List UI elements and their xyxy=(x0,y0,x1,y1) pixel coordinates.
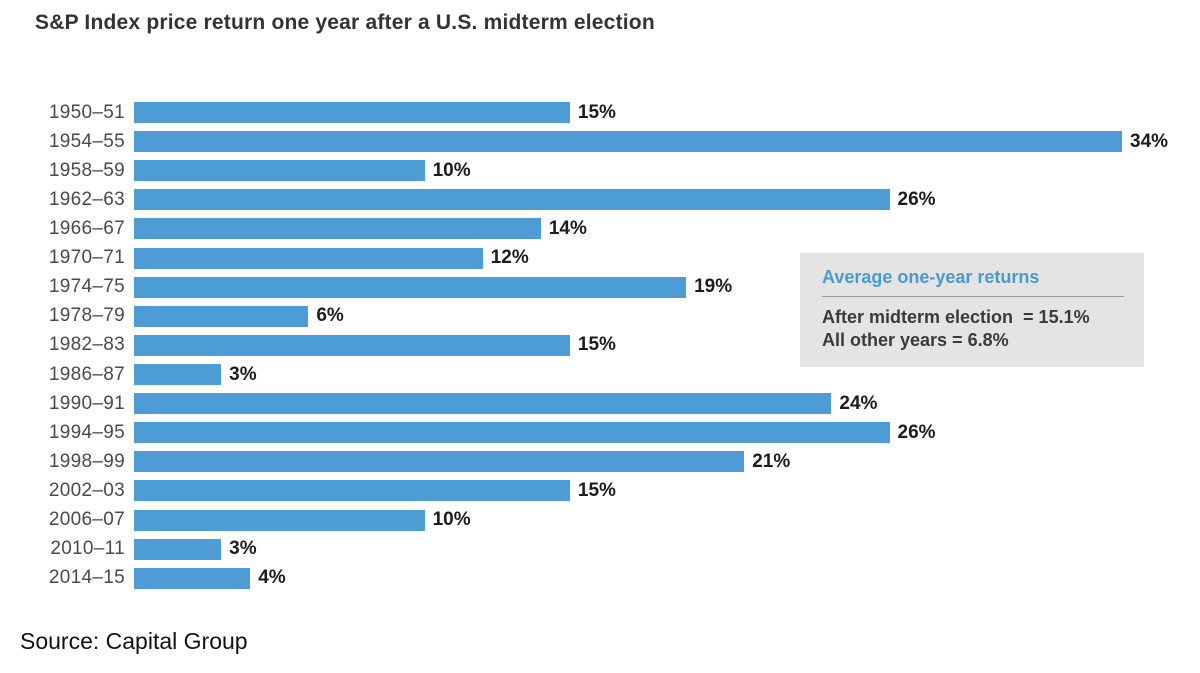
year-label: 1986–87 xyxy=(48,363,125,385)
callout-title: Average one-year returns xyxy=(822,267,1040,287)
chart-row: 2002–03 15% xyxy=(20,476,1184,505)
bar-track: 10% xyxy=(134,156,1184,185)
callout-line-other-years: All other years = 6.8% xyxy=(822,330,1009,351)
value-label: 34% xyxy=(1130,130,1169,152)
bar-track: 24% xyxy=(134,389,1184,418)
bar-track: 3% xyxy=(134,360,1184,389)
chart-row: 1970–71 12% xyxy=(20,244,1184,273)
bar xyxy=(134,538,222,560)
bar xyxy=(134,509,425,531)
value-label: 26% xyxy=(897,421,936,443)
chart-row: 1974–75 19% xyxy=(20,273,1184,302)
bar xyxy=(134,451,745,473)
bar xyxy=(134,480,570,502)
bar-chart: 1950–51 15% 1954–55 34% 1958–59 10% 1962–63 26%… xyxy=(20,98,1184,593)
value-label: 3% xyxy=(229,363,257,385)
bar xyxy=(134,218,541,240)
value-label: 12% xyxy=(490,247,529,269)
bar-track: 14% xyxy=(134,214,1184,243)
bar xyxy=(134,334,570,356)
bar xyxy=(134,364,222,386)
chart-title: S&P Index price return one year after a … xyxy=(35,11,655,34)
year-label: 1962–63 xyxy=(48,188,125,210)
chart-row: 1958–59 10% xyxy=(20,156,1184,185)
chart-row: 1986–87 3% xyxy=(20,360,1184,389)
year-label: 2014–15 xyxy=(48,567,125,589)
chart-row: 1994–95 26% xyxy=(20,418,1184,447)
bar-track: 3% xyxy=(134,535,1184,564)
bar-track: 34% xyxy=(134,127,1184,156)
chart-row: 1978–79 6% xyxy=(20,302,1184,331)
value-label: 14% xyxy=(548,217,587,239)
year-label: 1950–51 xyxy=(48,101,125,123)
bar xyxy=(134,247,483,269)
chart-row: 1998–99 21% xyxy=(20,447,1184,476)
year-label: 1982–83 xyxy=(48,334,125,356)
bar xyxy=(134,102,570,124)
value-label: 26% xyxy=(897,188,936,210)
chart-row: 2006–07 10% xyxy=(20,506,1184,535)
year-label: 2002–03 xyxy=(48,479,125,501)
bar-track: 15% xyxy=(134,98,1184,127)
bar xyxy=(134,189,890,211)
bar-track: 15% xyxy=(134,476,1184,505)
chart-row: 1982–83 15% xyxy=(20,331,1184,360)
bar-track: 10% xyxy=(134,506,1184,535)
chart-row: 2010–11 3% xyxy=(20,535,1184,564)
bar-track: 26% xyxy=(134,418,1184,447)
value-label: 10% xyxy=(432,159,471,181)
chart-row: 1966–67 14% xyxy=(20,214,1184,243)
year-label: 1998–99 xyxy=(48,450,125,472)
bar-track: 19% xyxy=(134,273,1184,302)
bar xyxy=(134,160,425,182)
chart-row: 1990–91 24% xyxy=(20,389,1184,418)
bar xyxy=(134,567,251,589)
chart-row: 1950–51 15% xyxy=(20,98,1184,127)
year-label: 1978–79 xyxy=(48,305,125,327)
year-label: 1958–59 xyxy=(48,159,125,181)
value-label: 4% xyxy=(258,567,286,589)
bar xyxy=(134,131,1122,153)
callout-divider xyxy=(822,296,1124,297)
year-label: 1954–55 xyxy=(48,130,125,152)
value-label: 21% xyxy=(752,450,791,472)
value-label: 15% xyxy=(577,101,616,123)
bar-track: 12% xyxy=(134,244,1184,273)
value-label: 15% xyxy=(577,334,616,356)
bar-track: 15% xyxy=(134,331,1184,360)
year-label: 1994–95 xyxy=(48,421,125,443)
bar-track: 21% xyxy=(134,447,1184,476)
value-label: 19% xyxy=(694,276,733,298)
value-label: 15% xyxy=(577,479,616,501)
year-label: 1970–71 xyxy=(48,247,125,269)
chart-row: 1954–55 34% xyxy=(20,127,1184,156)
bar xyxy=(134,393,832,415)
year-label: 1966–67 xyxy=(48,217,125,239)
year-label: 1974–75 xyxy=(48,276,125,298)
bar-track: 4% xyxy=(134,564,1184,593)
bar-track: 26% xyxy=(134,185,1184,214)
chart-row: 2014–15 4% xyxy=(20,564,1184,593)
average-returns-callout: Average one-year returns After midterm e… xyxy=(800,253,1144,367)
value-label: 24% xyxy=(839,392,878,414)
bar xyxy=(134,305,309,327)
value-label: 3% xyxy=(229,538,257,560)
bar xyxy=(134,422,890,444)
source-note: Source: Capital Group xyxy=(20,628,248,654)
year-label: 1990–91 xyxy=(48,392,125,414)
year-label: 2006–07 xyxy=(48,509,125,531)
year-label: 2010–11 xyxy=(50,538,125,560)
bar-track: 6% xyxy=(134,302,1184,331)
value-label: 10% xyxy=(432,509,471,531)
value-label: 6% xyxy=(316,305,344,327)
chart-row: 1962–63 26% xyxy=(20,185,1184,214)
callout-line-after-midterm: After midterm election = 15.1% xyxy=(822,307,1090,327)
bar xyxy=(134,276,687,298)
